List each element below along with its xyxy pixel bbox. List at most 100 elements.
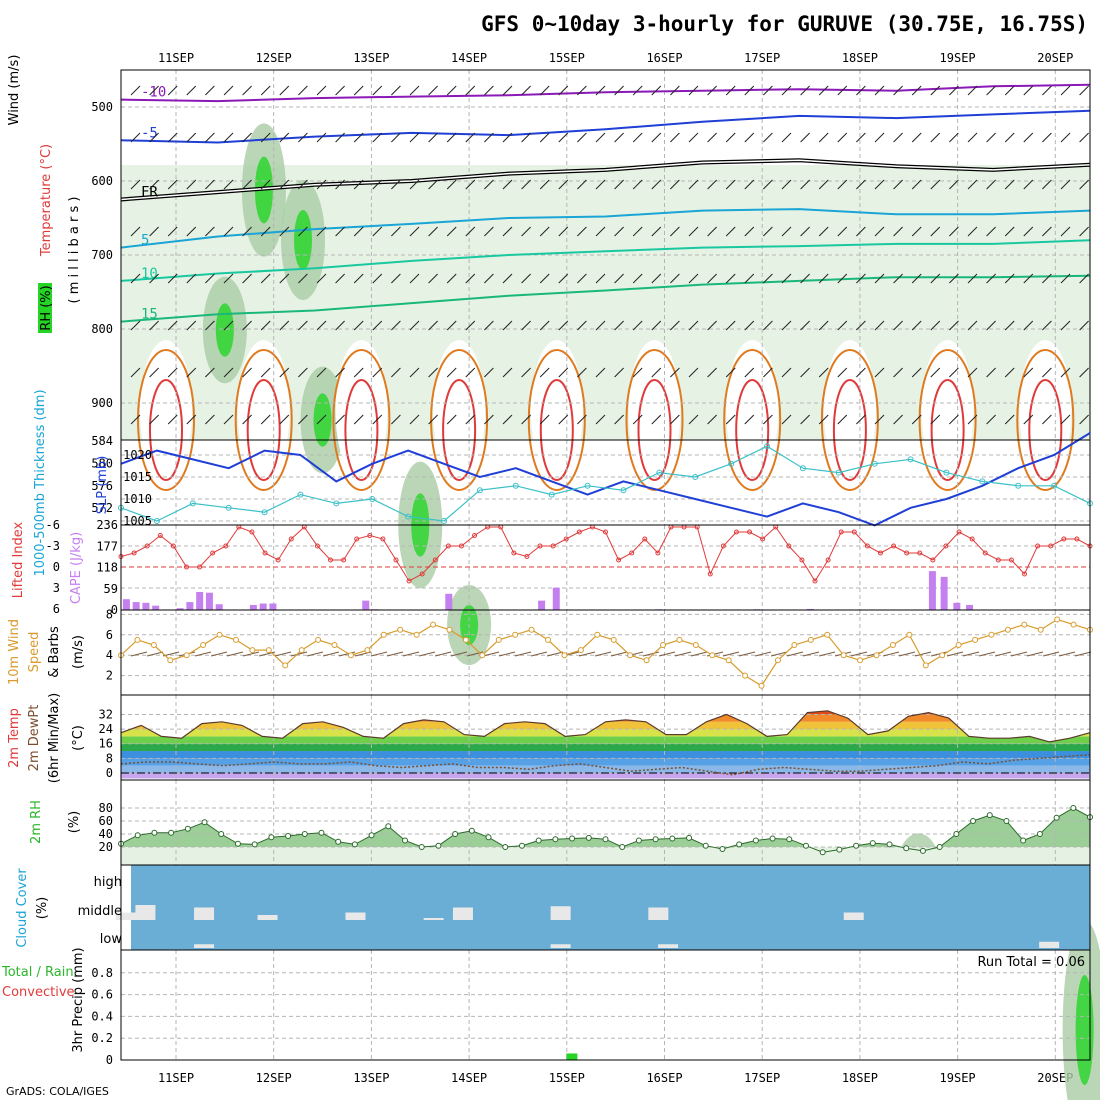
lifted-index-point xyxy=(969,536,975,542)
lifted-index-point xyxy=(537,543,543,549)
isotherm-label: -10 xyxy=(141,85,166,101)
wind-barb xyxy=(223,367,234,378)
lifted-index-point xyxy=(183,564,189,570)
wind-barb xyxy=(744,320,755,331)
wind-barb xyxy=(167,132,178,143)
wind-barb xyxy=(893,320,903,331)
lifted-index-point xyxy=(825,557,831,563)
wind10-label-a: 10m Wind xyxy=(7,619,22,685)
wind-barb xyxy=(818,132,829,143)
wind-barb xyxy=(316,414,327,425)
wind-barb xyxy=(763,367,773,378)
wind-barb xyxy=(837,367,848,378)
date-tick-bottom: 17SEP xyxy=(744,1071,780,1085)
wind-barb xyxy=(874,414,885,425)
surface-wind-barb xyxy=(674,651,692,657)
wind-speed-point xyxy=(265,647,272,654)
wind-barb xyxy=(372,414,383,425)
rh-point xyxy=(886,841,893,848)
cape-bar xyxy=(362,600,370,610)
rh-point xyxy=(736,841,743,848)
surface-wind-barb xyxy=(274,651,292,657)
thickness-point xyxy=(153,518,160,524)
wind-barb xyxy=(316,273,327,284)
wind-barb xyxy=(428,367,438,378)
cape-bar xyxy=(249,604,257,610)
lifted-index-point xyxy=(524,554,530,559)
thickness-point xyxy=(871,460,878,467)
lifted-index-point xyxy=(131,550,137,556)
rh-point xyxy=(869,840,876,847)
wind-barb xyxy=(874,226,885,237)
wind-barb xyxy=(409,414,420,425)
wind-barb xyxy=(353,273,364,284)
rh-point xyxy=(769,835,776,842)
wind-barb xyxy=(130,367,141,378)
wind-barb xyxy=(391,179,401,190)
wind-barb xyxy=(1023,320,1034,331)
wind-barb xyxy=(391,367,401,378)
date-tick-top: 17SEP xyxy=(744,51,780,65)
surface-wind-barb xyxy=(578,651,596,657)
wind-barb xyxy=(391,132,401,143)
lifted-index-point xyxy=(1008,557,1014,563)
wind-barb xyxy=(167,179,178,190)
surface-wind-barb xyxy=(994,651,1012,657)
wind-barb xyxy=(409,273,420,284)
wind-barb xyxy=(986,320,996,331)
cloud-level-tick: middle xyxy=(78,904,122,919)
wind-barb xyxy=(316,367,327,378)
li-tick: -3 xyxy=(46,539,60,553)
wind-barb xyxy=(930,85,941,96)
wind-barb xyxy=(688,179,699,190)
wind-barb xyxy=(744,132,755,143)
cloud-bar xyxy=(194,907,215,920)
wind-barb xyxy=(260,85,271,96)
wind-barb xyxy=(781,226,792,237)
wind-barb xyxy=(707,226,717,237)
wind-barb xyxy=(409,132,420,143)
wind-barb xyxy=(502,414,513,425)
rh-point xyxy=(385,823,392,830)
wind-barb xyxy=(428,85,438,96)
lifted-index-label: Lifted Index xyxy=(11,521,26,598)
wind-speed-point xyxy=(906,631,913,638)
rh-label-a: 2m RH xyxy=(29,800,44,844)
surface-wind-barb xyxy=(770,651,788,657)
wind-barb xyxy=(223,414,234,425)
date-tick-top: 12SEP xyxy=(256,51,292,65)
wind-barb xyxy=(223,179,234,190)
lifted-index-point xyxy=(144,543,150,549)
wind-barb xyxy=(521,85,531,96)
wind-speed-point xyxy=(134,636,141,643)
wind-speed-point xyxy=(446,626,453,633)
surface-wind-barb xyxy=(754,651,772,657)
rh-point xyxy=(1036,831,1043,837)
wind-barb xyxy=(279,85,290,96)
cape-bar xyxy=(215,604,223,610)
rh-point xyxy=(251,841,258,848)
wind-barb xyxy=(521,179,531,190)
wind-barb xyxy=(353,367,364,378)
cape-bar xyxy=(940,576,948,610)
thickness-point xyxy=(1051,482,1058,489)
rh-point xyxy=(786,836,793,843)
wind-barb xyxy=(725,226,736,237)
pressure-axis-label: ( m i l l i b a r s ) xyxy=(67,197,82,304)
cloud-bar xyxy=(345,912,366,920)
lifted-index-point xyxy=(367,533,373,538)
wind-speed-point xyxy=(232,636,239,643)
wind-speed-point xyxy=(397,626,404,633)
wind-barb xyxy=(279,226,290,237)
wind-barb xyxy=(186,226,197,237)
pressure-tick: 700 xyxy=(91,248,113,262)
wind-barb xyxy=(614,132,624,143)
lifted-index-point xyxy=(1035,543,1041,549)
wind-barb xyxy=(930,273,941,284)
wind-10m-panel: 2 4 6 8 10m Wind Speed & Barbs (m/s) xyxy=(7,607,1093,696)
lifted-index-point xyxy=(563,536,569,542)
cape-bar xyxy=(806,608,814,610)
wind-label: Wind (m/s) xyxy=(7,55,22,126)
wind-barb xyxy=(391,273,401,284)
wind-barb xyxy=(279,367,290,378)
